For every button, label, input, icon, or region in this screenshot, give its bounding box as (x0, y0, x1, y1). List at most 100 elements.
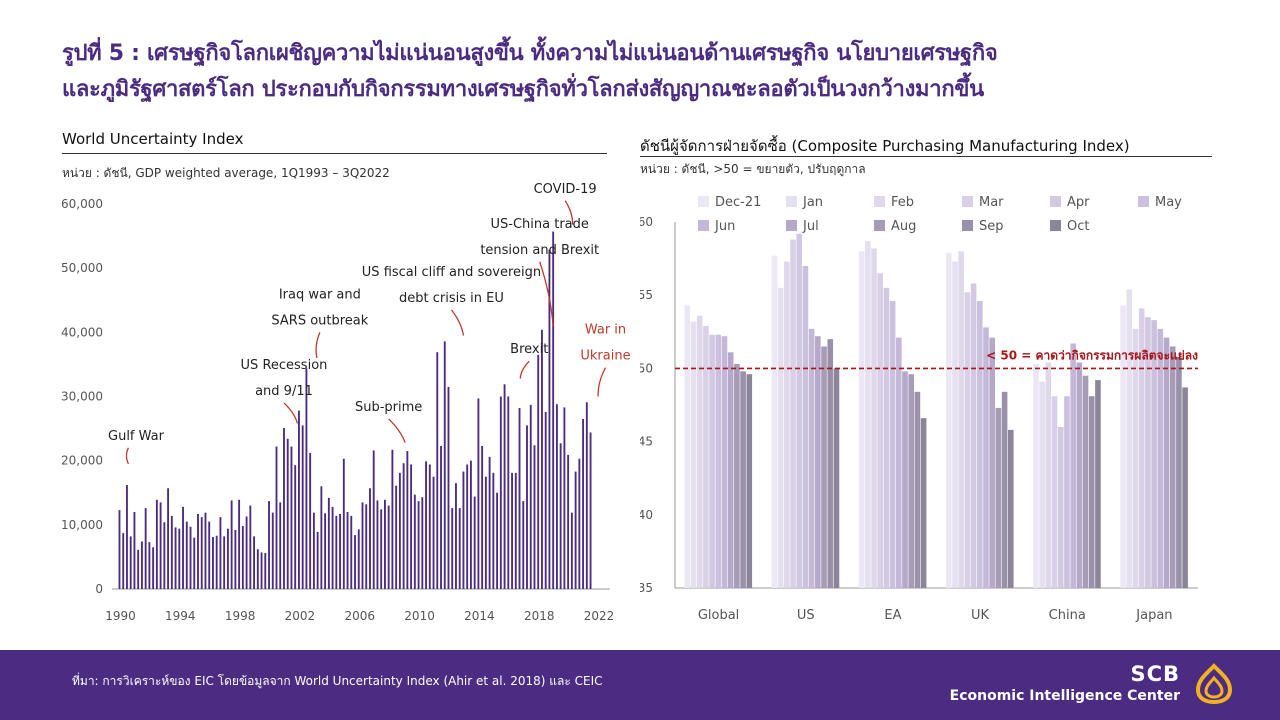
annotation-label: Sub-prime (355, 400, 422, 415)
uncertainty-bar (376, 500, 379, 589)
x-tick-label: 1990 (105, 609, 136, 623)
pmi-bar (1145, 317, 1151, 588)
legend-label: Jun (714, 219, 735, 234)
uncertainty-bar (268, 501, 270, 589)
right-chart-rule (640, 156, 1212, 157)
uncertainty-bar (342, 458, 345, 589)
legend-swatch (698, 196, 709, 207)
uncertainty-bar (380, 509, 383, 589)
uncertainty-bar (197, 513, 199, 589)
brand-line-1: SCB (1130, 662, 1180, 686)
pmi-bar (989, 337, 995, 588)
pmi-bar (784, 261, 790, 588)
uncertainty-bar (589, 432, 592, 589)
uncertainty-bar (432, 476, 435, 589)
uncertainty-bar (286, 438, 289, 589)
uncertainty-bar (357, 529, 360, 589)
legend-label: Mar (979, 195, 1004, 210)
pmi-bar (802, 265, 809, 588)
uncertainty-bar (582, 418, 585, 589)
pmi-bar (771, 255, 778, 588)
annotation-line (450, 309, 465, 336)
legend-label: Dec-21 (715, 195, 761, 210)
pmi-bar (1163, 337, 1170, 588)
pmi-bar (1151, 320, 1157, 588)
y-tick-label: 55 (640, 288, 653, 302)
annotation-label: Gulf War (108, 429, 165, 444)
pmi-bar (790, 239, 796, 588)
uncertainty-bar (309, 452, 312, 589)
category-label: US (797, 608, 815, 623)
uncertainty-bar (570, 512, 573, 589)
uncertainty-bar (215, 535, 218, 589)
uncertainty-bar (552, 231, 555, 589)
pmi-bar (1157, 328, 1164, 588)
uncertainty-bar (484, 476, 487, 589)
uncertainty-bar (537, 354, 540, 589)
y-tick-label: 10,000 (61, 518, 103, 532)
uncertainty-bar (518, 408, 521, 589)
uncertainty-bar (133, 512, 136, 589)
pmi-bar (721, 336, 728, 588)
uncertainty-bar (499, 396, 502, 589)
uncertainty-bar (339, 513, 341, 589)
uncertainty-bar (163, 522, 166, 589)
uncertainty-bar (398, 472, 401, 589)
uncertainty-bar (193, 537, 196, 589)
legend-swatch (1050, 220, 1061, 231)
purchasing-index-chart: 35 40 45 50 55 60 Dec-21 Jan Feb Mar Apr May Jun Jul A… (640, 195, 1198, 623)
legend-swatch (1138, 196, 1149, 207)
annotation-label: debt crisis in EU (399, 291, 504, 306)
footer-bar: ที่มา: การวิเคราะห์ของ EIC โดยข้อมูลจาก … (0, 650, 1280, 720)
pmi-bar (995, 407, 1002, 588)
pmi-bar (1045, 362, 1052, 588)
uncertainty-bar (503, 384, 506, 589)
pmi-bar (865, 241, 871, 589)
uncertainty-bar (507, 396, 510, 589)
annotation-label: COVID-19 (534, 182, 597, 197)
uncertainty-bar (283, 427, 285, 589)
uncertainty-bar (541, 329, 543, 589)
uncertainty-bar (118, 510, 121, 589)
pmi-bar (696, 315, 703, 588)
x-tick-label: 2018 (524, 609, 555, 623)
legend-swatch (698, 220, 709, 231)
pmi-bar (1120, 305, 1126, 588)
legend-swatch (786, 220, 797, 231)
uncertainty-bar (544, 411, 547, 589)
legend-label: Apr (1067, 195, 1090, 210)
uncertainty-bar (402, 463, 405, 589)
uncertainty-bar (260, 552, 263, 589)
pmi-bar (877, 273, 884, 588)
pmi-bar (983, 327, 989, 588)
uncertainty-bar (514, 472, 517, 589)
legend-label: Aug (891, 219, 916, 234)
uncertainty-bar (346, 512, 349, 589)
pmi-bar (703, 325, 709, 588)
pmi-bar (908, 374, 915, 588)
uncertainty-bar (148, 542, 151, 589)
legend-label: Sep (979, 219, 1004, 234)
uncertainty-bar (436, 352, 439, 589)
pmi-bar (709, 334, 715, 588)
y-tick-label: 35 (640, 581, 653, 595)
pmi-bar (821, 346, 827, 588)
pmi-bar (1138, 308, 1145, 588)
x-tick-label: 2006 (344, 609, 375, 623)
pmi-bar (727, 352, 734, 588)
uncertainty-bar (305, 368, 308, 589)
y-tick-label: 60 (640, 215, 653, 229)
uncertainty-bar (327, 497, 330, 589)
legend-swatch (962, 196, 973, 207)
uncertainty-bar (350, 515, 353, 589)
legend-swatch (962, 220, 973, 231)
uncertainty-bar (428, 464, 431, 589)
pmi-bar (715, 334, 722, 588)
uncertainty-bar (425, 461, 427, 589)
pmi-bar (1001, 391, 1008, 588)
annotation-label: Brexit (510, 342, 548, 357)
pmi-bar (914, 391, 921, 588)
uncertainty-bar (159, 502, 162, 589)
uncertainty-bar (185, 521, 188, 589)
uncertainty-bar (122, 533, 125, 589)
